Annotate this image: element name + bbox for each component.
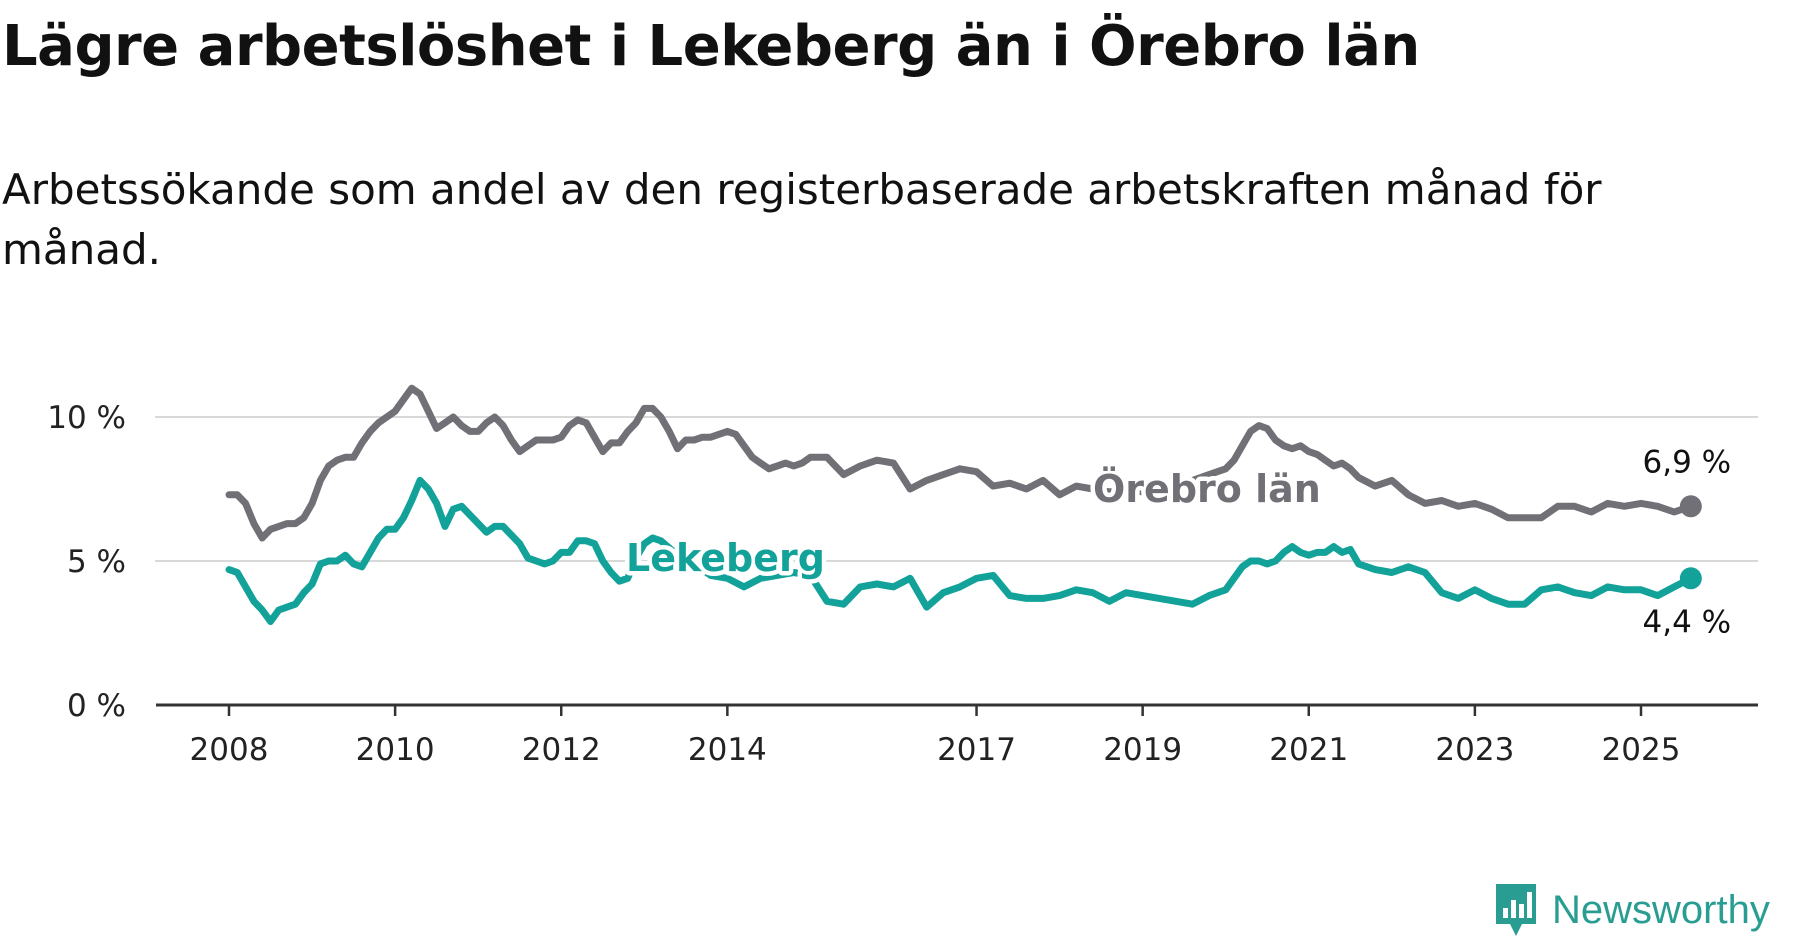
y-axis: 0 % 5 % 10 % [47,400,126,724]
x-tick-label: 2019 [1103,732,1182,768]
series-line-rebro-l-n [225,384,1695,542]
x-tick-label: 2010 [356,732,435,768]
x-tick-label: 2021 [1269,732,1348,768]
series-line-lekeberg [225,476,1695,625]
series-labels: 6,9 % Örebro län 4,4 % Lekeberg [622,441,1735,643]
x-tick-label: 2025 [1602,732,1681,768]
end-value-label-lekeberg: 4,4 % [1643,604,1732,640]
brand-name: Newsworthy [1552,887,1770,932]
end-point-lekeberg [1679,567,1702,590]
x-axis: 2008 2010 2012 2014 2017 2019 2021 2023 2025 [156,703,1758,768]
x-tick-label: 2023 [1435,732,1514,768]
x-tick-label: 2017 [937,732,1016,768]
bar-chart-icon [1496,884,1536,936]
x-tick-label: 2014 [688,732,767,768]
series-layer [225,384,1702,625]
chart-subtitle: Arbetssökande som andel av den registerb… [2,165,1602,274]
y-tick-label: 0 % [67,688,126,724]
y-tick-label: 10 % [47,400,126,436]
end-value-label-rebro-l-n: 6,9 % [1643,444,1732,480]
series-label-rebro-l-n: Örebro län [1093,467,1321,511]
x-tick-label: 2012 [522,732,601,768]
gridlines [155,416,1758,562]
x-tick-label: 2008 [190,732,269,768]
series-label-lekeberg: Lekeberg [626,536,825,580]
y-tick-label: 5 % [67,544,126,580]
end-point-rebro-l-n [1679,495,1702,518]
chart-title: Lägre arbetslöshet i Lekeberg än i Örebr… [2,14,1420,79]
newsworthy-logo: Newsworthy [1492,882,1770,938]
